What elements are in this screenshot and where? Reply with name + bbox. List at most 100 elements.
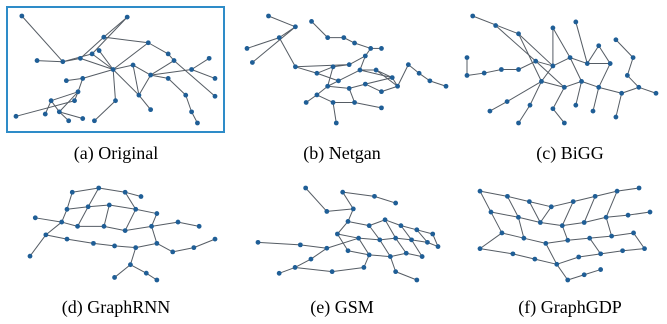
- graph-node: [352, 100, 357, 105]
- graph-node: [636, 185, 642, 191]
- graph-edge: [45, 221, 63, 236]
- graph-node: [195, 120, 200, 126]
- graph-node: [165, 76, 171, 81]
- graph-edge: [592, 87, 600, 112]
- graph-node: [345, 248, 351, 254]
- graph-node: [477, 246, 483, 252]
- graph-edge: [517, 217, 525, 239]
- graph-node: [356, 235, 361, 241]
- graph-edge: [365, 77, 393, 85]
- graph-node: [42, 111, 48, 117]
- graph-node: [435, 244, 441, 249]
- graph-edge: [349, 83, 366, 89]
- graph-node: [206, 55, 212, 61]
- graph-edge: [135, 208, 157, 215]
- graph-edge: [279, 266, 296, 274]
- graph-edge: [569, 57, 582, 82]
- graph-node: [324, 209, 330, 214]
- graph-edge: [359, 69, 393, 79]
- graph-node: [393, 235, 399, 241]
- graph-edge: [529, 81, 542, 106]
- graph-edge: [347, 250, 370, 256]
- graph-node: [19, 13, 25, 19]
- graph-edge: [252, 26, 296, 63]
- graph-edge: [294, 258, 312, 268]
- graph-edge: [332, 102, 337, 124]
- graph-edge: [300, 244, 327, 249]
- graph-edge: [311, 21, 329, 38]
- graph-node: [570, 199, 576, 204]
- graph-node: [189, 109, 194, 115]
- graph-edge: [518, 60, 536, 70]
- graph-node: [393, 200, 399, 206]
- graph-edge: [316, 66, 334, 74]
- graph-edge: [569, 57, 588, 65]
- graph-bigg: [464, 13, 659, 126]
- graph-node: [631, 230, 636, 236]
- graph-node: [642, 246, 647, 252]
- graph-node: [212, 93, 218, 99]
- graph-edge: [98, 50, 114, 70]
- graph-node: [170, 249, 176, 255]
- graph-node: [303, 100, 309, 105]
- graph-edge: [589, 237, 602, 255]
- graph-node: [361, 265, 367, 270]
- graph-edge: [384, 219, 397, 239]
- graph-node: [325, 35, 331, 41]
- graph-edge: [490, 211, 519, 218]
- graph-node: [614, 188, 620, 194]
- graph-edge: [44, 100, 52, 115]
- graph-edge: [622, 248, 645, 252]
- graph-node: [32, 215, 38, 221]
- graph-edge: [605, 190, 618, 218]
- graph-edge: [124, 209, 137, 231]
- graph-node: [653, 90, 659, 96]
- graph-node: [48, 98, 54, 104]
- graph-node: [550, 25, 556, 31]
- graph-edge: [138, 74, 152, 96]
- graph-node: [333, 120, 339, 126]
- graph-node: [510, 251, 516, 257]
- graph-graphgdp: [477, 185, 653, 283]
- graph-node: [308, 256, 314, 262]
- graph-node: [607, 61, 613, 66]
- graph-node: [625, 212, 631, 218]
- graph-edge: [327, 85, 350, 89]
- graph-edge: [518, 33, 554, 67]
- graph-edge: [246, 37, 280, 49]
- graph-node: [143, 270, 149, 276]
- graph-edge: [103, 225, 126, 232]
- graph-edge: [109, 204, 136, 210]
- graph-edge: [295, 64, 350, 68]
- graph-edge: [72, 187, 99, 193]
- graph-edge: [633, 232, 645, 249]
- graph-node: [493, 23, 499, 28]
- graph-edge: [278, 37, 296, 68]
- graph-node: [579, 78, 584, 84]
- graph-edge: [528, 201, 541, 223]
- graph-edge: [627, 211, 651, 216]
- caption-netgan: (b) Netgan: [303, 143, 381, 163]
- graph-edge: [556, 256, 579, 265]
- graph-node: [345, 219, 351, 224]
- graph-edge: [61, 221, 78, 227]
- graph-edge: [375, 69, 393, 79]
- graph-edge: [535, 60, 565, 88]
- graph-edge: [87, 187, 100, 207]
- graph-edge: [88, 204, 110, 208]
- graph-edge: [66, 77, 83, 82]
- graph-edge: [358, 237, 380, 241]
- graph-edge: [150, 74, 169, 79]
- graph-edge: [94, 100, 116, 122]
- graph-node: [64, 206, 70, 212]
- graph-edge: [130, 264, 147, 274]
- graph-edge: [66, 238, 94, 244]
- graph-edge: [295, 66, 318, 74]
- graph-edge: [518, 33, 542, 82]
- graph-edge: [375, 69, 398, 87]
- graph-edge: [523, 237, 546, 244]
- graph-node: [647, 209, 653, 215]
- graph-edge: [617, 187, 640, 192]
- graph-node: [255, 239, 261, 245]
- graph-edge: [583, 196, 596, 223]
